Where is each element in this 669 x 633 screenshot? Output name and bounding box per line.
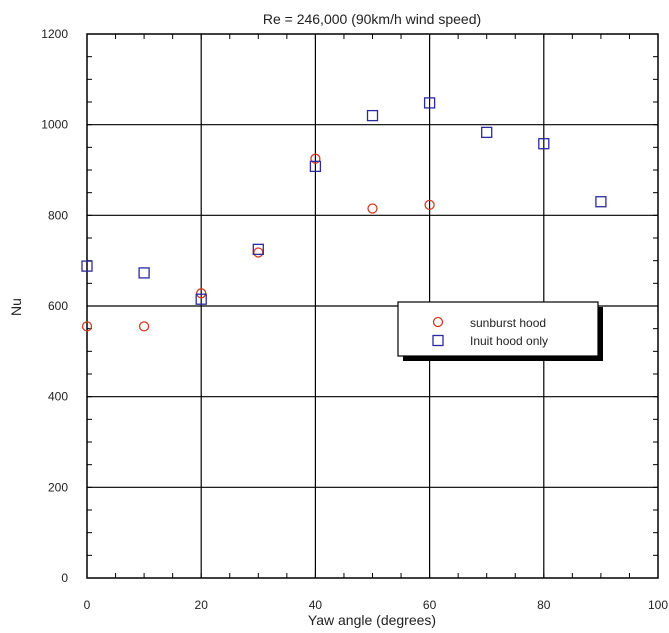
x-tick-label: 20 [195,598,209,612]
y-tick-label: 0 [61,571,68,585]
point-inuit-hood-only [538,138,550,150]
point-inuit-hood-only [195,293,207,305]
y-tick-label: 1200 [41,27,68,41]
point-inuit-hood-only [481,126,493,139]
x-tick-label: 0 [84,598,91,612]
y-tick-label: 800 [48,208,68,222]
legend-box [397,301,599,357]
data-points [81,97,607,332]
point-sunburst-hood [81,321,93,332]
point-sunburst-hood [367,203,378,214]
point-sunburst-hood [138,321,150,332]
x-tick-label: 100 [648,598,668,612]
grid [87,34,658,578]
legend: sunburst hood Inuit hood only [397,301,603,361]
point-inuit-hood-only [252,243,264,255]
point-inuit-hood-only [81,260,93,272]
point-sunburst-hood [253,247,264,258]
y-tick-label: 200 [48,480,68,494]
legend-marker-sunburst [432,316,444,328]
legend-label-inuit: Inuit hood only [470,334,548,348]
legend-marker-inuit [432,334,444,347]
point-inuit-hood-only [138,267,150,279]
x-tick-label: 80 [537,598,551,612]
y-tick-label: 600 [48,299,68,313]
plot-frame [86,33,659,579]
point-inuit-hood-only [595,196,607,208]
y-tick-labels: 0 200 400 600 800 1000 1200 [41,27,68,585]
y-tick-label: 1000 [41,118,68,132]
minor-ticks [87,34,658,578]
point-inuit-hood-only [423,97,436,109]
x-axis-title: Yaw angle (degrees) [308,612,436,628]
chart-title: Re = 246,000 (90km/h wind speed) [263,11,481,27]
point-sunburst-hood [310,153,321,164]
x-tick-labels: 0 20 40 60 80 100 [84,598,669,612]
y-axis-title: Nu [8,298,24,316]
y-tick-label: 400 [48,390,68,404]
point-sunburst-hood [196,288,207,299]
point-sunburst-hood [424,199,435,211]
x-tick-label: 60 [423,598,437,612]
legend-label-sunburst: sunburst hood [470,316,546,330]
x-tick-label: 40 [309,598,323,612]
point-inuit-hood-only [366,109,379,122]
point-inuit-hood-only [309,160,322,173]
